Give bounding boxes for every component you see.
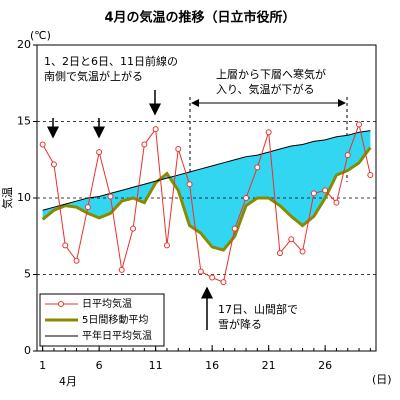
legend-label: 日平均気温 [82,297,132,310]
series-point [231,225,238,232]
series-point [141,141,148,148]
series-point [73,257,80,264]
y-tick-label: 20 [17,38,31,51]
series-point [50,161,57,168]
series-point [163,242,170,249]
y-tick-label: 10 [17,191,31,204]
legend-marker [58,301,64,307]
series-point [175,146,182,153]
series-point [299,248,306,255]
annotation: 1、2日と6日、11日前線の [44,54,178,68]
series-point [130,225,137,232]
y-unit: (℃) [30,29,51,42]
annotation: 南側で気温が上がる [44,69,143,83]
annotation: 上層から下層へ寒気が [216,67,326,81]
annotation: 雪が降る [218,317,262,331]
fill-area [42,130,371,251]
y-label: 気温 [0,187,14,209]
x-tick-label: 26 [318,359,332,372]
month-label: 4月 [59,375,77,388]
series-point [118,266,125,273]
x-tick-label: 21 [262,359,276,372]
series-point [197,268,204,275]
plot-frame [36,44,377,352]
annotation: 入り、気温が下がる [216,82,315,96]
series-line [42,130,371,211]
y-tick-label: 5 [24,268,31,281]
legend-label: 5日間移動平均 [82,313,148,326]
x-tick-label: 6 [96,359,103,372]
series-point [344,152,351,159]
series-point [276,250,283,257]
series-point [39,141,46,148]
series-point [209,274,216,281]
annotation: 17日、山間部で [218,302,298,316]
x-tick-label: 1 [39,359,46,372]
series-point [186,181,193,188]
series-point [367,172,374,179]
x-unit: (日) [372,373,392,386]
series-point [254,164,261,171]
series-point [96,149,103,156]
x-tick-label: 16 [205,359,219,372]
series-point [322,187,329,194]
series-point [62,242,69,249]
x-tick-label: 11 [149,359,163,372]
series-point [310,190,317,197]
series-point [243,195,250,201]
series-point [107,193,114,200]
y-tick-label: 0 [24,344,31,357]
series-point [220,279,227,286]
chart-title: 4月の気温の推移（日立市役所） [104,10,295,26]
series-point [152,126,159,133]
series-point [84,204,91,211]
series-point [288,236,295,243]
series-line [41,146,372,252]
legend-label: 平年日平均気温 [82,329,152,342]
series-point [333,199,340,206]
series-point [356,121,363,128]
series-point [265,129,272,136]
y-tick-label: 15 [17,115,31,128]
